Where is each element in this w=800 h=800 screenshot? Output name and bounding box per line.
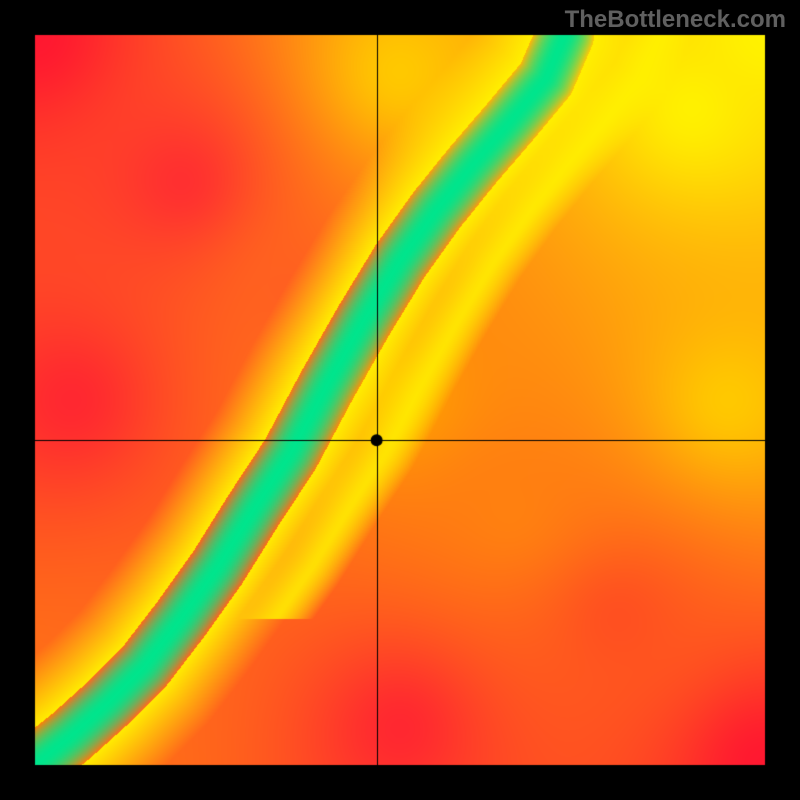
- heatmap-plot: [0, 0, 800, 800]
- chart-container: TheBottleneck.com: [0, 0, 800, 800]
- watermark-text: TheBottleneck.com: [565, 6, 786, 34]
